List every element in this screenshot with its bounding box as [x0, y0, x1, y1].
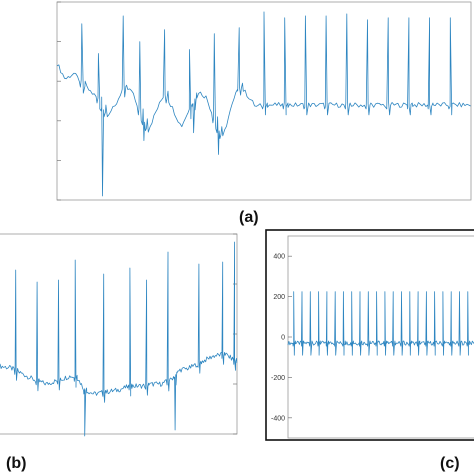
panel-a-ecg-trace	[56, 11, 471, 197]
panel-a-label: (a)	[239, 209, 259, 226]
panel-b-ecg-trace	[0, 241, 238, 437]
panel-c-outer-border	[265, 229, 474, 441]
panel-b-frame	[0, 233, 238, 435]
panel-b: (b)	[0, 233, 238, 472]
panel-c-frame	[287, 235, 474, 439]
panel-c-y-tick-label: -200	[271, 375, 285, 382]
panel-c: 400 200 0 -200 -400 (c)	[265, 229, 474, 472]
panel-a-frame	[56, 1, 472, 201]
panel-c-y-tick-label: 400	[273, 254, 285, 261]
panel-c-label: (c)	[440, 455, 460, 472]
panel-a-ticks	[57, 1, 61, 201]
panel-c-y-tick-label: -400	[271, 415, 285, 422]
panel-a: (a)	[56, 1, 472, 226]
panel-c-ticks: 400 200 0 -200 -400	[271, 254, 292, 422]
panel-c-y-tick-label: 200	[273, 294, 285, 301]
panel-c-ecg-trace	[287, 291, 474, 356]
panel-c-y-tick-label: 0	[281, 335, 285, 342]
panel-b-label: (b)	[6, 455, 26, 472]
